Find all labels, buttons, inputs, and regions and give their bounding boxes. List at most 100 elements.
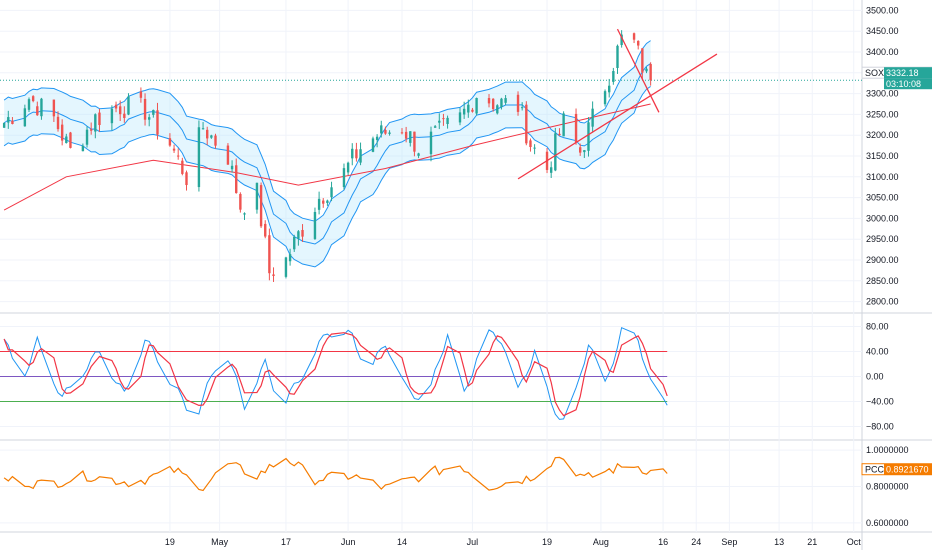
candle-body[interactable] (404, 131, 408, 139)
candle-body[interactable] (549, 167, 553, 173)
candle-body[interactable] (500, 98, 503, 108)
candle-body[interactable] (69, 132, 72, 148)
candle-body[interactable] (591, 108, 594, 127)
candle-body[interactable] (152, 109, 155, 115)
candle-body[interactable] (380, 125, 383, 134)
candle-body[interactable] (139, 91, 143, 98)
candle-body[interactable] (52, 99, 56, 117)
candle-body[interactable] (574, 113, 578, 143)
candle-body[interactable] (359, 149, 362, 163)
candle-body[interactable] (313, 211, 317, 239)
candle-body[interactable] (143, 98, 147, 120)
candle-body[interactable] (264, 223, 267, 237)
candle-body[interactable] (487, 98, 491, 104)
candle-body[interactable] (322, 200, 325, 204)
candle-body[interactable] (330, 187, 333, 198)
candle-body[interactable] (620, 34, 623, 46)
candle-body[interactable] (433, 126, 437, 128)
candle-body[interactable] (375, 136, 379, 140)
candle-body[interactable] (554, 133, 557, 171)
candle-body[interactable] (578, 147, 582, 153)
candle-body[interactable] (562, 113, 565, 137)
candle-body[interactable] (210, 135, 213, 138)
candle-body[interactable] (583, 150, 586, 153)
candle-body[interactable] (384, 130, 387, 134)
candle-body[interactable] (351, 148, 354, 159)
candle-body[interactable] (89, 129, 93, 131)
candle-body[interactable] (31, 96, 35, 102)
candle-body[interactable] (587, 122, 590, 151)
candle-body[interactable] (417, 153, 420, 156)
candle-body[interactable] (259, 185, 263, 227)
candle-body[interactable] (326, 200, 329, 203)
candle-body[interactable] (442, 118, 445, 120)
candle-body[interactable] (288, 254, 292, 262)
candle-body[interactable] (297, 231, 300, 239)
candle-body[interactable] (371, 138, 375, 152)
candle-body[interactable] (81, 145, 85, 152)
candle-body[interactable] (346, 162, 350, 173)
candle-body[interactable] (201, 128, 205, 130)
candle-body[interactable] (268, 235, 271, 274)
candle-body[interactable] (496, 105, 499, 114)
candle-body[interactable] (65, 136, 68, 143)
candle-body[interactable] (413, 131, 416, 152)
candle-body[interactable] (632, 33, 636, 40)
candle-body[interactable] (40, 98, 43, 117)
candle-body[interactable] (429, 131, 433, 155)
candle-body[interactable] (123, 113, 126, 119)
price-panel[interactable] (0, 28, 862, 282)
candle-body[interactable] (243, 213, 246, 215)
candle-body[interactable] (645, 68, 648, 72)
candle-body[interactable] (284, 257, 288, 277)
candle-body[interactable] (185, 172, 188, 186)
candle-body[interactable] (11, 120, 14, 124)
candle-body[interactable] (206, 129, 209, 139)
candle-body[interactable] (94, 114, 97, 132)
candle-body[interactable] (400, 132, 404, 134)
candle-body[interactable] (516, 94, 520, 112)
candle-body[interactable] (7, 117, 10, 123)
candle-body[interactable] (255, 182, 259, 210)
candle-body[interactable] (56, 116, 60, 130)
trend-line[interactable] (616, 28, 660, 113)
candle-body[interactable] (181, 160, 184, 174)
candle-body[interactable] (197, 127, 201, 188)
candle-body[interactable] (458, 112, 462, 123)
candle-body[interactable] (127, 96, 130, 115)
candle-body[interactable] (438, 120, 441, 123)
candle-body[interactable] (85, 129, 89, 145)
candle-body[interactable] (226, 145, 230, 165)
candle-body[interactable] (612, 71, 615, 82)
candle-body[interactable] (608, 85, 611, 93)
candle-body[interactable] (168, 138, 172, 146)
candle-body[interactable] (471, 109, 474, 112)
candle-body[interactable] (301, 229, 304, 237)
pcc-panel[interactable] (3, 456, 668, 492)
candle-body[interactable] (529, 140, 532, 148)
candle-body[interactable] (172, 148, 176, 151)
candle-body[interactable] (60, 124, 64, 141)
candle-body[interactable] (235, 165, 238, 193)
candle-body[interactable] (156, 110, 159, 135)
candle-body[interactable] (616, 45, 619, 69)
candle-body[interactable] (118, 106, 122, 115)
candle-body[interactable] (2, 122, 6, 128)
candle-body[interactable] (239, 193, 242, 210)
candle-body[interactable] (342, 168, 346, 188)
candle-body[interactable] (491, 98, 495, 110)
candle-body[interactable] (214, 135, 217, 146)
candle-body[interactable] (98, 112, 101, 126)
candle-body[interactable] (649, 64, 652, 81)
trend-line[interactable] (517, 53, 718, 180)
candle-body[interactable] (293, 236, 296, 250)
candle-body[interactable] (355, 149, 358, 159)
oscillator-panel[interactable] (0, 327, 668, 420)
candle-body[interactable] (504, 98, 507, 103)
candle-body[interactable] (467, 104, 470, 113)
candle-body[interactable] (110, 108, 114, 124)
candle-body[interactable] (177, 155, 180, 157)
candle-body[interactable] (230, 165, 234, 170)
candle-body[interactable] (27, 99, 31, 110)
